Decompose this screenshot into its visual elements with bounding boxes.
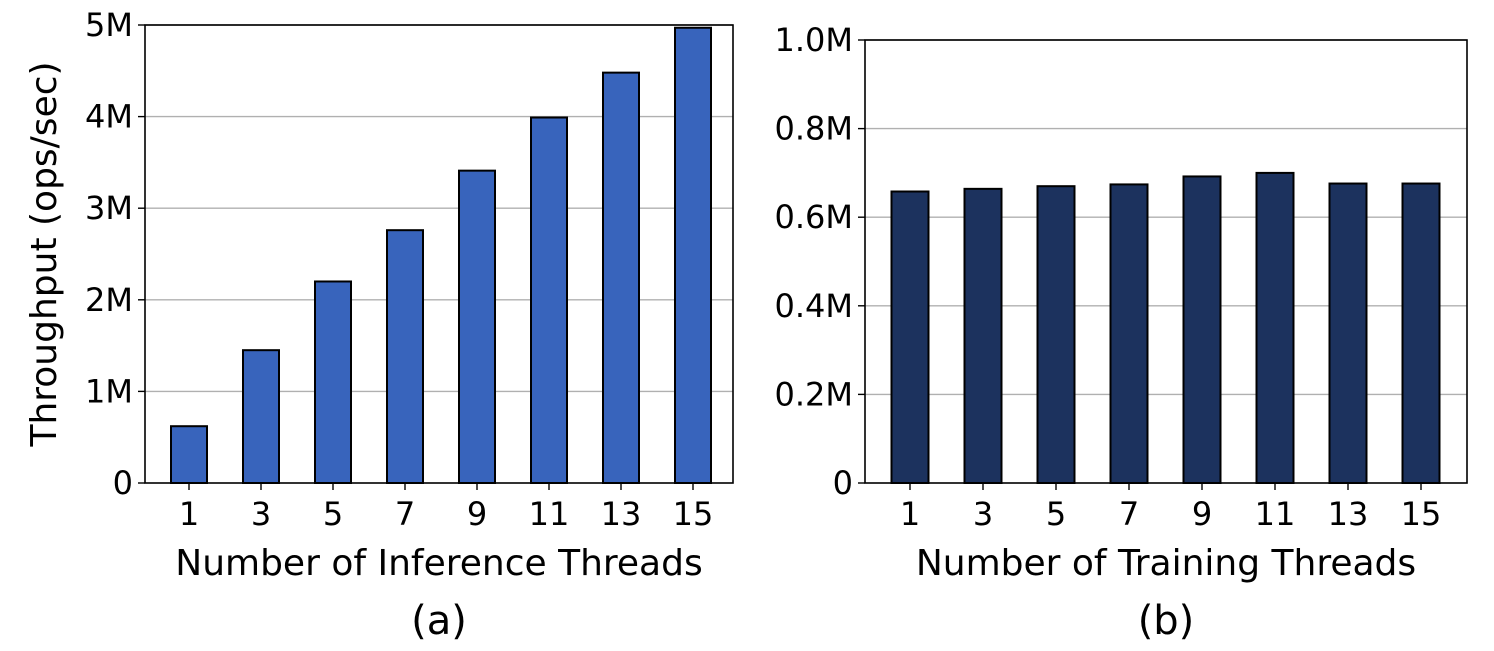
x-axis-title: Number of Inference Threads	[175, 543, 702, 584]
y-tick-label: 1M	[85, 372, 133, 410]
panel-caption-b: (b)	[1138, 598, 1195, 644]
x-tick-label: 1	[179, 495, 199, 533]
bar-11	[530, 116, 568, 485]
plot-frame	[144, 24, 734, 484]
y-tick-label: 0	[113, 464, 133, 502]
y-tick-label: 0	[833, 464, 853, 502]
y-tick-label: 0.4M	[775, 287, 854, 325]
bar-7	[386, 229, 424, 484]
x-tick-label: 7	[1119, 495, 1139, 533]
y-tick-label: 5M	[85, 6, 133, 44]
y-tick-label: 4M	[85, 98, 133, 136]
x-axis-title: Number of Training Threads	[916, 543, 1416, 584]
bar-7	[1109, 183, 1149, 484]
x-tick-label: 13	[1328, 495, 1369, 533]
y-axis-title: Throughput (ops/sec)	[24, 61, 65, 447]
x-tick-label: 13	[601, 495, 642, 533]
bar-3	[963, 187, 1003, 485]
bar-5	[1036, 185, 1076, 484]
x-tick-label: 1	[900, 495, 920, 533]
x-tick-label: 11	[1255, 495, 1296, 533]
x-tick-label: 5	[1046, 495, 1066, 533]
bar-9	[458, 169, 496, 484]
x-tick-label: 3	[973, 495, 993, 533]
bar-1	[890, 190, 930, 484]
bar-15	[674, 26, 712, 485]
bar-11	[1255, 171, 1295, 484]
bar-13	[602, 71, 640, 485]
y-tick-label: 2M	[85, 281, 133, 319]
bar-1	[170, 425, 208, 485]
y-tick-label: 0.2M	[775, 375, 854, 413]
bar-9	[1182, 175, 1222, 484]
bar-15	[1401, 182, 1441, 484]
x-tick-label: 15	[1401, 495, 1442, 533]
y-tick-label: 0.6M	[775, 198, 854, 236]
x-tick-label: 15	[673, 495, 714, 533]
y-tick-label: 1.0M	[775, 21, 854, 59]
x-tick-label: 11	[529, 495, 570, 533]
bar-5	[314, 280, 352, 485]
x-tick-label: 7	[395, 495, 415, 533]
panel-caption-a: (a)	[411, 598, 467, 644]
x-tick-label: 5	[323, 495, 343, 533]
bar-13	[1328, 182, 1368, 484]
x-tick-label: 9	[467, 495, 487, 533]
bar-3	[242, 349, 280, 484]
x-tick-label: 3	[251, 495, 271, 533]
y-tick-label: 3M	[85, 189, 133, 227]
plot-frame	[864, 39, 1468, 484]
y-tick-label: 0.8M	[775, 110, 854, 148]
x-tick-label: 9	[1192, 495, 1212, 533]
